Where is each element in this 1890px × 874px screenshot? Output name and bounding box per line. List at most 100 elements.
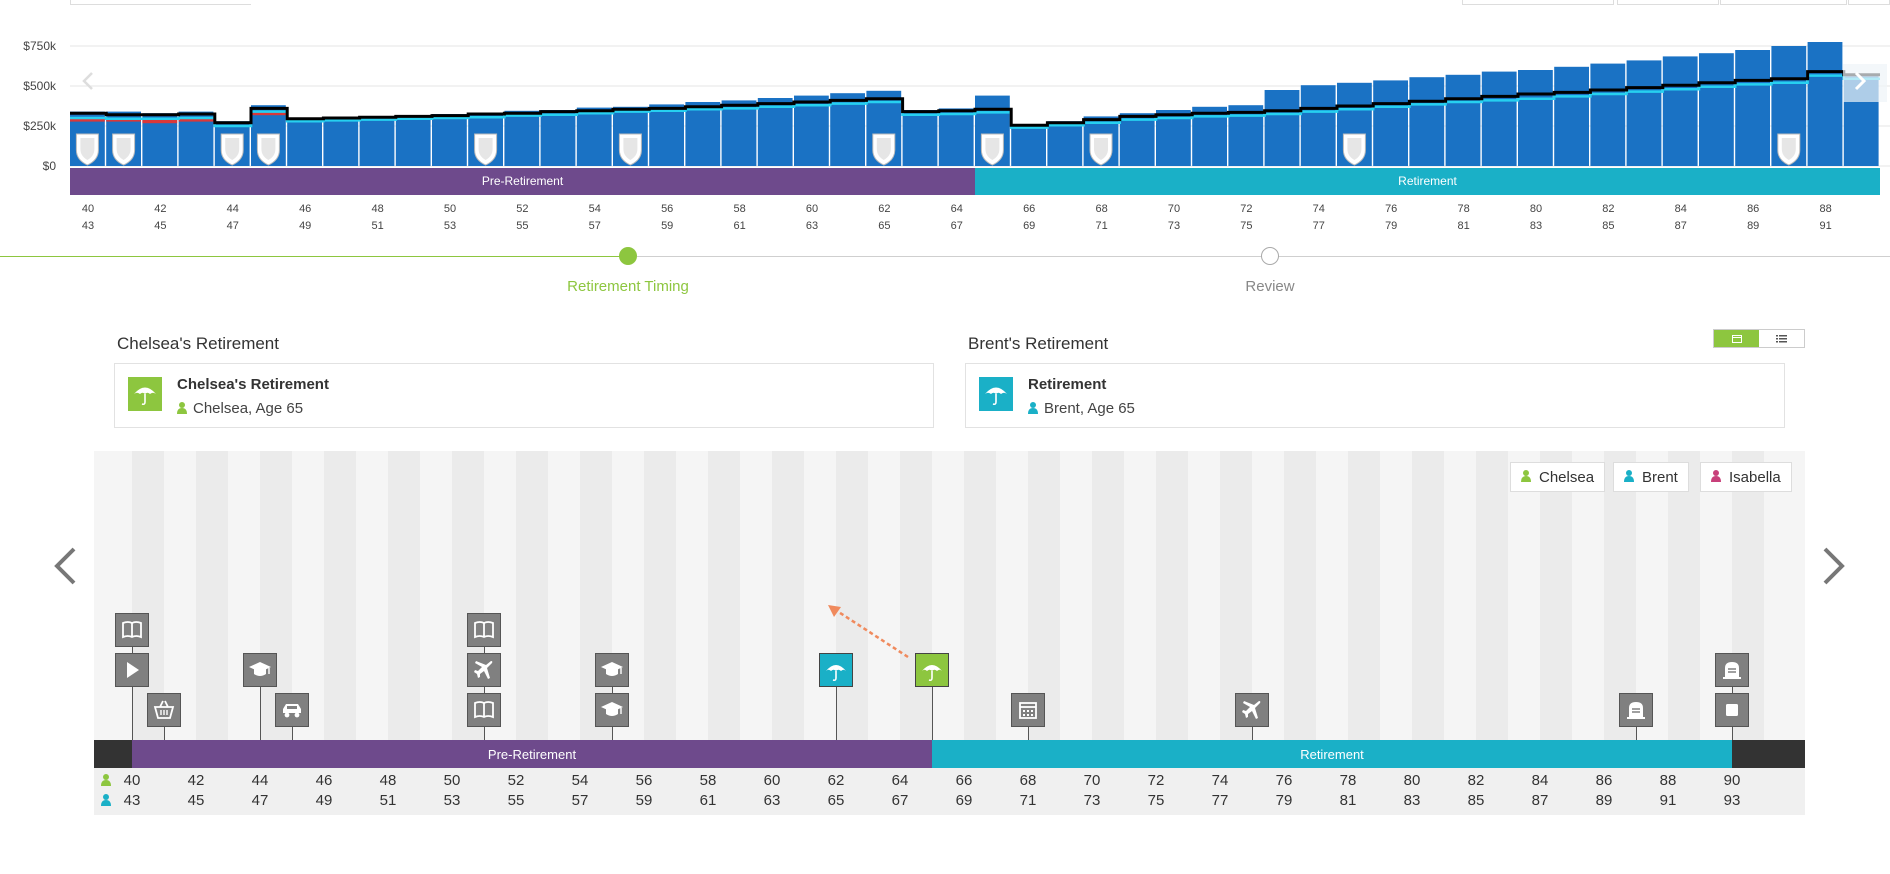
event-tombstone-button[interactable] [1619, 693, 1653, 727]
brent-retirement-card[interactable]: Retirement Brent, Age 65 [965, 363, 1785, 428]
brent-age: 57 [571, 792, 589, 809]
chelsea-age: 64 [891, 772, 909, 789]
step-dot-review[interactable] [1261, 247, 1279, 265]
drag-hint-arrow [828, 605, 909, 659]
brent-age: 89 [1595, 792, 1613, 809]
timeline-next-arrow[interactable] [1821, 546, 1847, 591]
chelsea-age: 42 [187, 772, 205, 789]
age-tick-secondary: 55 [516, 220, 528, 232]
liability-bar [251, 111, 286, 116]
savings-line [70, 74, 1880, 129]
list-view-button[interactable] [1759, 330, 1804, 347]
top-tab-stub[interactable] [1617, 0, 1719, 5]
event-calendar-button[interactable] [1011, 693, 1045, 727]
life-events-timeline: Chelsea Brent Isabella Pre-Retirement Re… [94, 451, 1805, 815]
brent-age: 69 [955, 792, 973, 809]
age-tick-secondary: 83 [1530, 220, 1542, 232]
step-label-retirement-timing[interactable]: Retirement Timing [567, 278, 689, 295]
age-tick-primary: 80 [1530, 203, 1542, 215]
graduation-cap-icon [601, 662, 623, 676]
brent-age: 81 [1339, 792, 1357, 809]
asset-bar [1373, 80, 1408, 166]
shield-icon-inner [876, 138, 891, 160]
event-tombstone-button[interactable] [1715, 653, 1749, 687]
event-graduation-cap-button[interactable] [595, 653, 629, 687]
airplane-icon [1242, 701, 1261, 719]
timeline-prev-arrow[interactable] [52, 546, 78, 591]
timeline-year-stripe [1476, 451, 1508, 741]
legend-isabella[interactable]: Isabella [1700, 462, 1792, 492]
top-tab-stub[interactable] [1462, 0, 1614, 5]
shield-icon-inner [478, 138, 493, 160]
legend-brent[interactable]: Brent [1613, 462, 1689, 492]
chelsea-age: 82 [1467, 772, 1485, 789]
shield-icon-inner [225, 138, 240, 160]
brent-age: 55 [507, 792, 525, 809]
shield-icon-inner [1094, 138, 1108, 160]
net-worth-chart: $750k $500k $250k $0 Pre-Retirement Retireme… [23, 39, 1890, 232]
asset-bar [1662, 56, 1698, 166]
event-connector-line [260, 687, 261, 740]
asset-bar [1011, 124, 1046, 166]
chelsea-age: 84 [1531, 772, 1549, 789]
age-tick-secondary: 43 [82, 220, 94, 232]
brent-age: 93 [1723, 792, 1741, 809]
phase-label: Pre-Retirement [482, 174, 564, 188]
timeline-year-stripe [708, 451, 740, 741]
asset-bar [1554, 66, 1589, 166]
chelsea-retirement-card[interactable]: Chelsea's Retirement Chelsea, Age 65 [114, 363, 934, 428]
car-icon [283, 704, 301, 718]
age-tick-secondary: 65 [878, 220, 890, 232]
event-car-button[interactable] [275, 693, 309, 727]
event-stop-button[interactable] [1715, 693, 1749, 727]
y-tick-label: $750k [23, 39, 57, 53]
asset-bar [757, 98, 793, 166]
age-tick-secondary: 61 [733, 220, 745, 232]
age-tick-primary: 68 [1095, 203, 1107, 215]
age-tick-secondary: 59 [661, 220, 673, 232]
event-umbrella-button[interactable] [915, 653, 949, 687]
chelsea-age: 74 [1211, 772, 1229, 789]
age-tick-primary: 64 [951, 203, 963, 215]
age-tick-primary: 74 [1313, 203, 1325, 215]
age-tick-secondary: 71 [1095, 220, 1107, 232]
event-basket-button[interactable] [147, 693, 181, 727]
event-airplane-button[interactable] [1235, 693, 1269, 727]
event-graduation-cap-button[interactable] [243, 653, 277, 687]
top-tab-stub[interactable] [1720, 0, 1847, 5]
event-umbrella-button[interactable] [819, 653, 853, 687]
age-tick-primary: 78 [1457, 203, 1469, 215]
legend-chelsea[interactable]: Chelsea [1510, 462, 1606, 492]
chelsea-age: 88 [1659, 772, 1677, 789]
liability-bar [178, 117, 214, 122]
asset-bar [540, 110, 576, 166]
chart-next-arrow[interactable] [1843, 64, 1887, 102]
chelsea-age: 46 [315, 772, 333, 789]
event-book-button[interactable] [115, 613, 149, 647]
event-book-button[interactable] [467, 613, 501, 647]
chelsea-age: 90 [1723, 772, 1741, 789]
chart-prev-arrow[interactable] [82, 72, 93, 90]
graduation-cap-icon [249, 662, 271, 676]
calendar-view-button[interactable] [1714, 330, 1759, 347]
tombstone-icon [1627, 702, 1645, 719]
asset-bar [395, 115, 431, 166]
brent-age: 53 [443, 792, 461, 809]
chevron-right-icon [1823, 547, 1845, 585]
event-book-button[interactable] [467, 693, 501, 727]
asset-bar [1445, 74, 1481, 166]
brent-age: 59 [635, 792, 653, 809]
age-tick-primary: 62 [878, 203, 890, 215]
step-dot-retirement-timing[interactable] [619, 247, 637, 265]
y-tick-label: $500k [23, 79, 57, 93]
event-play-button[interactable] [115, 653, 149, 687]
timeline-year-stripe [1092, 451, 1124, 741]
age-tick-secondary: 89 [1747, 220, 1759, 232]
step-label-review[interactable]: Review [1245, 278, 1295, 295]
chelsea-age: 48 [379, 772, 397, 789]
book-icon [122, 621, 142, 639]
list-icon [1776, 335, 1787, 343]
event-graduation-cap-button[interactable] [595, 693, 629, 727]
event-airplane-button[interactable] [467, 653, 501, 687]
y-axis-labels: $750k $500k $250k $0 [23, 39, 57, 173]
